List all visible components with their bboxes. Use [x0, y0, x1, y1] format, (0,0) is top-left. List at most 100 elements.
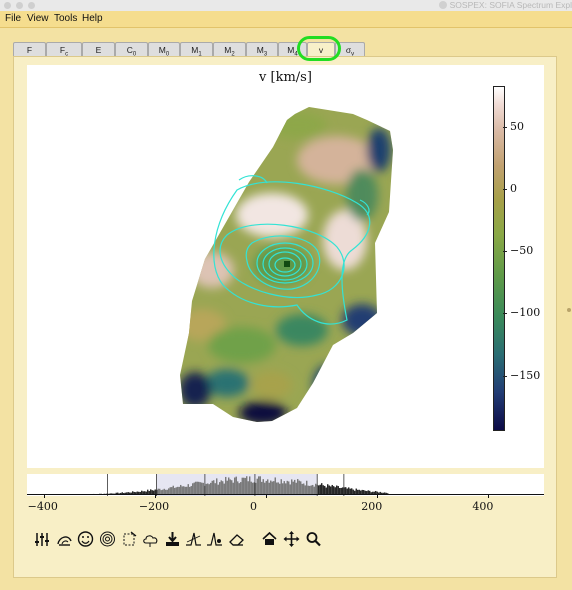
home-icon[interactable]	[261, 530, 278, 548]
histogram-bar	[229, 479, 231, 495]
menu-file[interactable]: File	[5, 13, 22, 24]
zoom-icon[interactable]	[305, 530, 322, 548]
histogram-bar	[205, 483, 207, 495]
close-window-button[interactable]	[4, 2, 11, 9]
menu-tools[interactable]: Tools	[54, 13, 78, 24]
tab-sub: c	[65, 51, 69, 58]
menu-view[interactable]: View	[27, 13, 49, 24]
histogram-bar	[243, 477, 245, 495]
pan-icon[interactable]	[283, 530, 300, 548]
window-title-text: SOSPEX: SOFIA Spectrum Expl	[449, 0, 572, 10]
menu-help[interactable]: Help	[82, 13, 103, 24]
tab-M1[interactable]: M1	[180, 42, 213, 58]
histogram-bar	[385, 492, 387, 495]
histogram-bar	[321, 483, 323, 495]
tab-label: E	[95, 45, 102, 55]
histogram-bar	[372, 491, 374, 495]
contour-icon[interactable]	[99, 530, 116, 548]
histogram-bar	[184, 486, 186, 495]
colorbar	[493, 86, 505, 431]
colorbar-tick-label: −50	[510, 244, 534, 258]
histogram-bar	[226, 480, 228, 495]
histogram-bar	[259, 476, 261, 495]
histogram-bar	[360, 490, 362, 495]
histogram-bar	[361, 489, 363, 495]
histogram-bar	[375, 490, 377, 495]
histogram-bar	[381, 492, 383, 495]
histogram-bar	[148, 491, 150, 495]
eraser-icon[interactable]	[228, 530, 245, 548]
fit-region-icon[interactable]	[121, 530, 138, 548]
histogram-bar	[351, 488, 353, 495]
histogram-bar	[178, 486, 180, 495]
download-icon[interactable]	[164, 530, 181, 548]
histogram-bar	[220, 480, 222, 495]
histogram-bar	[357, 489, 359, 495]
histogram-bar	[214, 483, 216, 495]
histogram-bar	[249, 476, 251, 495]
histogram-bar	[319, 484, 321, 495]
histogram-bar	[267, 479, 269, 495]
tab-F[interactable]: F	[13, 42, 46, 56]
histogram-bar	[283, 481, 285, 495]
histogram-bar	[223, 483, 225, 495]
sliders-icon[interactable]	[34, 530, 51, 548]
histogram-bar	[135, 492, 137, 495]
minimize-window-button[interactable]	[16, 2, 23, 9]
histogram-bar	[270, 480, 272, 495]
highlight-circle	[297, 36, 341, 61]
histogram-bar	[153, 490, 155, 495]
histogram-bar	[379, 491, 381, 495]
tab-Fc[interactable]: Fc	[46, 42, 82, 58]
tab-E[interactable]: E	[82, 42, 115, 56]
histogram-bar	[163, 488, 165, 495]
histogram-bar	[366, 491, 368, 495]
histogram-tick-label: 0	[250, 500, 258, 513]
histogram-bar	[354, 490, 356, 495]
resize-grip[interactable]	[567, 308, 571, 312]
histogram-bar	[244, 477, 246, 495]
tab-label: F	[26, 45, 33, 55]
histogram-bar	[255, 482, 257, 495]
histogram-bar	[181, 486, 183, 495]
tab-M2[interactable]: M2	[213, 42, 246, 58]
window-title: SOSPEX: SOFIA Spectrum Expl	[438, 0, 572, 11]
histogram-bar	[145, 491, 147, 495]
histogram-bar	[292, 481, 294, 495]
histogram-bar	[336, 485, 338, 495]
smiley-icon[interactable]	[77, 530, 94, 548]
tab-M0[interactable]: M0	[148, 42, 180, 58]
zoom-window-button[interactable]	[28, 2, 35, 9]
histogram-bar	[238, 483, 240, 495]
line-fit-marker-icon[interactable]	[206, 530, 223, 548]
colorbar-tick-label: 0	[510, 182, 517, 196]
colorbar-tick-label: −150	[510, 368, 541, 382]
line-fit-icon[interactable]	[185, 530, 202, 548]
histogram-bar	[136, 491, 138, 495]
cloud-icon[interactable]	[142, 530, 159, 548]
histogram-bar	[325, 487, 327, 495]
histogram-bar	[291, 479, 293, 495]
histogram-bar	[384, 492, 386, 495]
histogram-bar	[183, 486, 185, 495]
histogram-bar	[166, 489, 168, 495]
histogram-bar	[180, 484, 182, 495]
velocity-map-image[interactable]	[27, 65, 544, 468]
histogram-bar	[228, 477, 230, 495]
histogram-bar	[144, 491, 146, 495]
colorbar-tick	[503, 251, 507, 253]
histogram-bar	[127, 492, 129, 495]
histogram-bar	[264, 482, 266, 495]
histogram-bar	[342, 487, 344, 495]
tab-M3[interactable]: M3	[246, 42, 278, 58]
velocity-histogram[interactable]	[27, 474, 544, 496]
velocity-map-plot[interactable]: v [km/s]	[27, 65, 544, 468]
tab-C0[interactable]: C0	[115, 42, 148, 58]
histogram-svg[interactable]	[27, 474, 544, 496]
histogram-tick-label: 400	[472, 500, 494, 513]
colorbar-tick	[503, 189, 507, 191]
cloud-sweep-icon[interactable]	[56, 530, 73, 548]
histogram-bar	[258, 476, 260, 495]
histogram-bar	[132, 491, 134, 495]
tab-sub: 3	[263, 51, 268, 58]
